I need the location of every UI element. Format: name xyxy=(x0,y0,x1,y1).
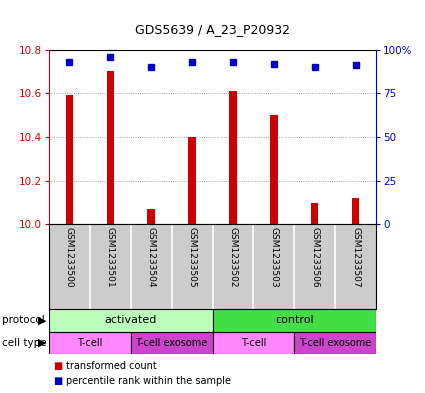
Bar xyxy=(270,115,278,224)
Bar xyxy=(65,95,73,224)
Bar xyxy=(107,72,114,224)
Text: GSM1233500: GSM1233500 xyxy=(65,227,74,288)
Bar xyxy=(352,198,360,224)
Text: ▶: ▶ xyxy=(38,338,47,348)
Text: GSM1233507: GSM1233507 xyxy=(351,227,360,288)
Bar xyxy=(188,137,196,224)
Text: GSM1233501: GSM1233501 xyxy=(106,227,115,288)
Text: activated: activated xyxy=(105,315,157,325)
Text: T-cell exosome: T-cell exosome xyxy=(299,338,371,348)
Text: T-cell exosome: T-cell exosome xyxy=(136,338,208,348)
Text: control: control xyxy=(275,315,314,325)
Text: cell type: cell type xyxy=(2,338,47,348)
Bar xyxy=(131,332,212,354)
Bar xyxy=(49,332,131,354)
Text: T-cell: T-cell xyxy=(77,338,102,348)
Text: ▶: ▶ xyxy=(38,315,47,325)
Text: GSM1233506: GSM1233506 xyxy=(310,227,319,288)
Text: ■: ■ xyxy=(53,376,62,386)
Bar xyxy=(147,209,155,224)
Text: percentile rank within the sample: percentile rank within the sample xyxy=(66,376,231,386)
Bar xyxy=(212,309,376,332)
Bar xyxy=(294,332,376,354)
Bar xyxy=(311,202,318,224)
Text: protocol: protocol xyxy=(2,315,45,325)
Text: GSM1233504: GSM1233504 xyxy=(147,227,156,287)
Bar xyxy=(229,91,237,224)
Bar xyxy=(212,332,294,354)
Text: ■: ■ xyxy=(53,361,62,371)
Text: transformed count: transformed count xyxy=(66,361,157,371)
Text: GSM1233502: GSM1233502 xyxy=(229,227,238,287)
Text: GDS5639 / A_23_P20932: GDS5639 / A_23_P20932 xyxy=(135,23,290,36)
Text: GSM1233505: GSM1233505 xyxy=(187,227,196,288)
Bar xyxy=(49,309,212,332)
Text: T-cell: T-cell xyxy=(241,338,266,348)
Text: GSM1233503: GSM1233503 xyxy=(269,227,278,288)
